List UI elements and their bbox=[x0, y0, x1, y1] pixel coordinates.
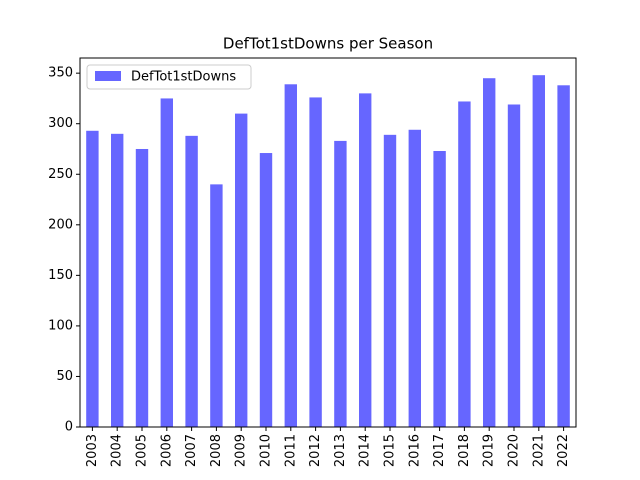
bar bbox=[135, 148, 149, 427]
x-tick-label: 2011 bbox=[283, 434, 298, 467]
bar bbox=[210, 184, 223, 427]
x-tick-label: 2007 bbox=[184, 434, 199, 467]
bar bbox=[235, 113, 248, 428]
bar bbox=[408, 129, 421, 427]
bar bbox=[532, 75, 545, 427]
legend-swatch bbox=[95, 71, 121, 81]
bar bbox=[507, 104, 521, 427]
x-tick-label: 2005 bbox=[135, 434, 150, 467]
x-tick-label: 2020 bbox=[507, 434, 522, 467]
x-tick-label: 2017 bbox=[432, 434, 447, 467]
x-tick-label: 2013 bbox=[333, 434, 348, 467]
bar bbox=[309, 97, 322, 427]
bar bbox=[359, 93, 372, 428]
x-tick-label: 2004 bbox=[110, 434, 125, 467]
x-tick-label: 2019 bbox=[482, 434, 497, 467]
bar bbox=[160, 98, 173, 427]
x-tick-label: 2008 bbox=[209, 434, 224, 467]
bar bbox=[334, 140, 347, 428]
y-tick-label: 50 bbox=[56, 369, 73, 384]
bar bbox=[383, 134, 397, 427]
y-tick-label: 0 bbox=[65, 420, 73, 435]
bar bbox=[259, 153, 273, 427]
x-tick-label: 2015 bbox=[383, 434, 398, 467]
y-tick-label: 300 bbox=[48, 116, 73, 131]
x-tick-label: 2012 bbox=[308, 434, 323, 467]
y-tick-label: 150 bbox=[48, 268, 73, 283]
x-tick-label: 2021 bbox=[531, 434, 546, 467]
bar bbox=[86, 130, 99, 427]
x-tick-label: 2014 bbox=[358, 434, 373, 467]
legend-label: DefTot1stDowns bbox=[131, 70, 236, 85]
legend-box bbox=[86, 64, 252, 90]
bar bbox=[433, 151, 446, 427]
bar bbox=[111, 133, 124, 428]
bar bbox=[284, 84, 297, 427]
x-tick-label: 2006 bbox=[159, 434, 174, 467]
bar bbox=[483, 78, 496, 427]
x-tick-label: 2010 bbox=[259, 434, 274, 467]
x-tick-label: 2016 bbox=[407, 434, 422, 467]
y-tick-label: 250 bbox=[48, 167, 73, 182]
x-tick-label: 2018 bbox=[457, 434, 472, 467]
x-tick-label: 2003 bbox=[85, 434, 100, 467]
plot-frame bbox=[79, 57, 577, 428]
bar bbox=[185, 135, 198, 427]
chart-title: DefTot1stDowns per Season bbox=[223, 35, 433, 53]
x-tick-label: 2022 bbox=[556, 434, 571, 467]
bar bbox=[458, 101, 471, 428]
bar bbox=[557, 85, 570, 427]
x-tick-label: 2009 bbox=[234, 434, 249, 467]
y-tick-label: 100 bbox=[48, 318, 73, 333]
y-tick-label: 350 bbox=[48, 66, 73, 81]
y-tick-label: 200 bbox=[48, 217, 73, 232]
